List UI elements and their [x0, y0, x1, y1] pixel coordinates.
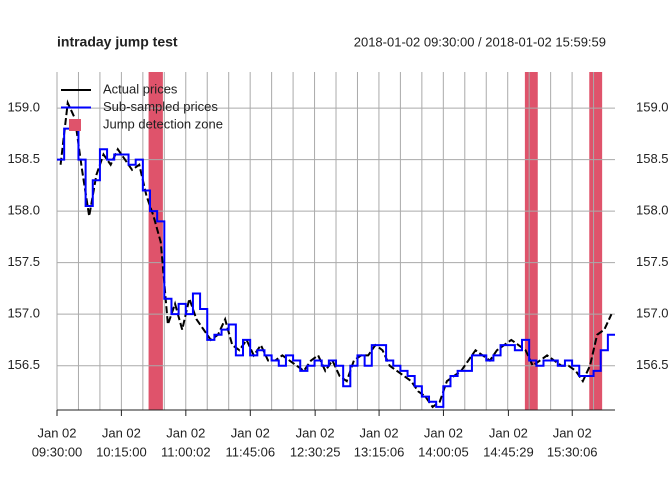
- y-tick-label: 157.0: [7, 306, 40, 321]
- x-tick-label: 11:00:02: [161, 444, 211, 459]
- y-tick-label-right: 157.0: [636, 306, 669, 321]
- series-line: [59, 99, 613, 409]
- x-tick-date: Jan 02: [231, 425, 270, 440]
- x-tick-date: Jan 02: [296, 425, 335, 440]
- legend-label: Sub-sampled prices: [103, 99, 218, 114]
- y-tick-label: 157.5: [7, 254, 40, 269]
- x-tick-date: Jan 02: [102, 425, 141, 440]
- legend-swatch: [69, 119, 81, 131]
- x-tick-date: Jan 02: [489, 425, 528, 440]
- chart-subtitle: 2018-01-02 09:30:00 / 2018-01-02 15:59:5…: [354, 34, 606, 49]
- x-tick-label: 09:30:00: [32, 444, 83, 459]
- x-tick-date: Jan 02: [360, 425, 399, 440]
- legend-label: Actual prices: [103, 81, 178, 96]
- x-tick-date: Jan 02: [166, 425, 205, 440]
- y-tick-label-right: 157.5: [636, 254, 669, 269]
- x-tick-label: 14:45:29: [483, 444, 534, 459]
- jump-zone: [148, 72, 163, 410]
- series-line: [57, 127, 615, 408]
- x-tick-label: 12:30:25: [290, 444, 341, 459]
- y-tick-label-right: 158.5: [636, 151, 669, 166]
- x-tick-date: Jan 02: [37, 425, 76, 440]
- legend-label: Jump detection zone: [103, 116, 223, 131]
- y-tick-label: 158.5: [7, 151, 40, 166]
- jump-zone: [524, 72, 538, 410]
- y-tick-label-right: 156.5: [636, 357, 669, 372]
- x-tick-label: 15:30:06: [547, 444, 598, 459]
- x-tick-date: Jan 02: [424, 425, 463, 440]
- x-tick-date: Jan 02: [553, 425, 592, 440]
- y-tick-label-right: 158.0: [636, 203, 669, 218]
- x-tick-label: 11:45:06: [225, 444, 275, 459]
- x-tick-label: 14:00:05: [418, 444, 469, 459]
- y-tick-label: 159.0: [7, 100, 40, 115]
- chart-title: intraday jump test: [57, 34, 178, 50]
- y-tick-label: 156.5: [7, 357, 40, 372]
- x-tick-label: 10:15:00: [96, 444, 147, 459]
- x-tick-label: 13:15:06: [354, 444, 405, 459]
- y-tick-label-right: 159.0: [636, 100, 669, 115]
- y-tick-label: 158.0: [7, 203, 40, 218]
- jump-zone: [589, 72, 603, 410]
